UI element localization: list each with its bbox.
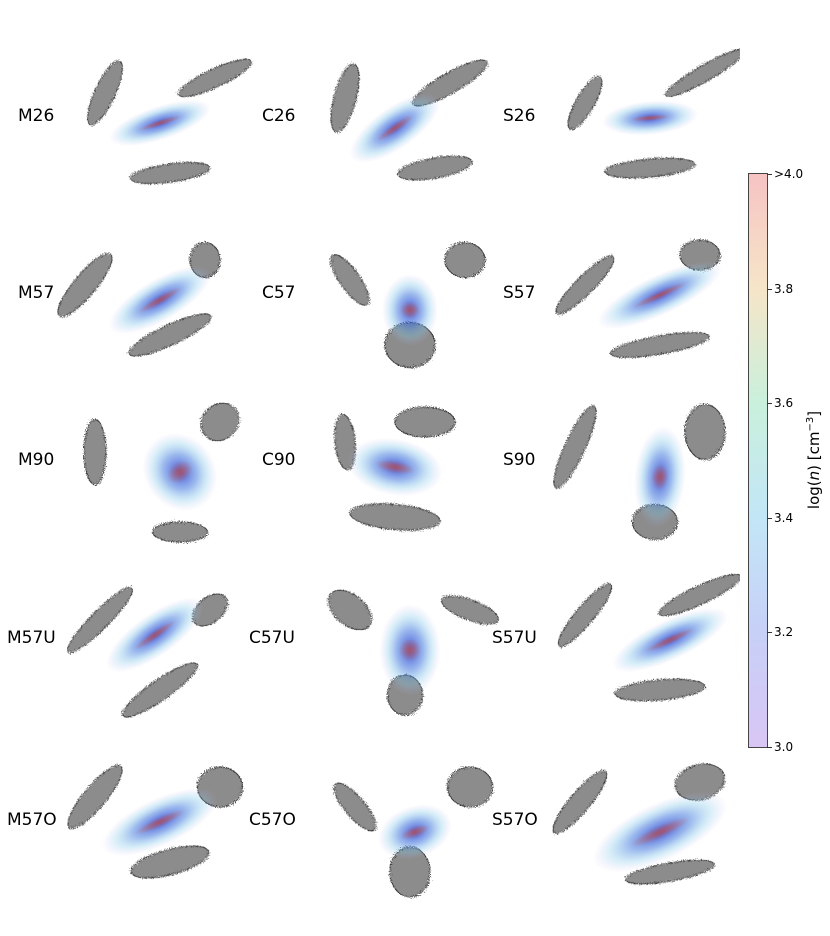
colorbar-tick [767,174,772,175]
colorbar-tick-label: 3.8 [774,281,794,296]
colorbar-tick-label: 3.6 [774,396,794,411]
dense-gas-core [375,459,415,475]
cloud-projection-gray [328,589,372,631]
cloud-projection-gray [658,573,740,617]
cloud-projection-gray [330,254,370,306]
cloud-projection-gray [447,766,493,808]
panel-m90 [83,402,240,543]
colorbar-tick [767,403,772,405]
dense-gas-core [651,464,669,490]
cloud-projection-gray [552,770,608,834]
cloud-projection-gray [557,583,613,647]
cloud-projection-gray [394,406,456,438]
colorbar-tick-label: 3.2 [774,625,794,640]
panel-m26 [87,58,252,185]
panel-label: M26 [18,106,55,126]
panel-label: C90 [262,450,296,470]
dense-gas-core [400,301,420,319]
panel-c57 [330,242,486,368]
panel-c90 [334,406,456,531]
dense-gas-core [138,115,182,131]
dense-gas-core [167,460,193,484]
cloud-projection-gray [57,253,113,317]
panel-label: C57U [249,628,295,648]
panel-label: C57O [249,810,296,830]
colorbar-tick [767,632,772,634]
dense-gas-core [134,620,176,650]
cloud-projection-gray [553,405,597,489]
cloud-projection-gray [614,678,706,702]
cloud-projection-gray [67,765,123,829]
cloud-projection-gray [567,76,603,130]
dense-gas-core [632,281,688,309]
cloud-projection-gray [444,242,486,278]
cloud-projection-gray [333,782,377,832]
dense-gas-core [400,824,430,840]
dense-gas-core [630,114,670,122]
panel-label: C26 [262,106,296,126]
cloud-projection-gray [610,332,710,358]
panel-s57u [557,573,740,702]
panel-m57 [57,242,221,357]
colorbar-tick [767,288,772,290]
cloud-projection-gray [555,255,615,315]
dense-gas-core [398,638,422,662]
panel-label: M90 [18,450,55,470]
cloud-projection-gray [83,419,107,485]
cloud-projection-gray [129,161,211,185]
panel-c57o [333,766,493,898]
cloud-projection-gray [178,58,252,98]
simulation-panels-grid [57,48,740,898]
density-colorbar [748,173,768,748]
panel-s26 [567,48,740,179]
panel-label: S90 [503,450,536,470]
dense-gas-core [138,286,182,314]
cloud-projection-gray [67,587,133,653]
panel-label: C57 [262,283,296,303]
panel-c57u [328,589,499,716]
cloud-projection-gray [122,662,198,718]
panel-s90 [553,404,726,540]
cloud-projection-gray [397,155,473,181]
cloud-projection-gray [200,402,240,442]
colorbar-title: log(n) [cm−3] [805,410,823,510]
cloud-projection-gray [604,157,696,179]
panel-label: M57O [7,810,57,830]
cloud-projection-gray [330,63,360,133]
cloud-projection-gray [130,845,210,879]
panel-m57o [67,765,243,879]
cloud-projection-gray [441,595,499,625]
cloud-projection-gray [87,60,123,126]
cloud-projection-gray [684,404,726,460]
panel-label: S57 [503,283,536,303]
cloud-projection-gray [128,313,212,357]
dense-gas-core [630,817,690,847]
cloud-projection-gray [349,503,441,531]
colorbar-tick [767,517,772,519]
colorbar-tick-label: 3.0 [774,740,794,754]
colorbar-tick-label: 3.4 [774,510,794,525]
panel-m57u [67,587,228,718]
panel-label: S26 [503,106,536,126]
panel-label: S57U [492,628,537,648]
panel-s57o [552,763,728,885]
dense-gas-core [645,627,695,653]
dense-gas-core [376,114,414,142]
panel-label: S57O [492,810,538,830]
panel-label: M57U [7,628,56,648]
colorbar-tick-label: >4.0 [774,167,804,181]
panel-s57 [555,239,723,358]
cloud-projection-gray [665,48,740,98]
cloud-projection-gray [152,521,208,543]
panel-c26 [330,59,488,181]
colorbar-tick [767,747,772,748]
panel-label: M57 [18,283,55,303]
cloud-projection-gray [625,859,715,885]
dense-gas-core [134,809,186,835]
